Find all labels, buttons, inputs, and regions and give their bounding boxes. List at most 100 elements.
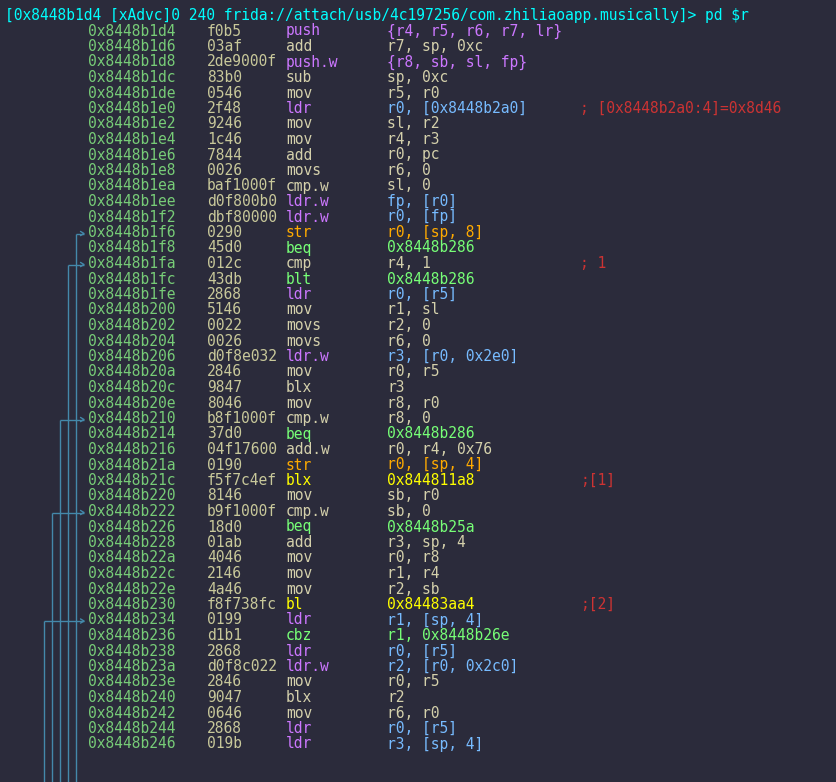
- Text: r2, sb: r2, sb: [386, 582, 439, 597]
- Text: add: add: [286, 535, 312, 550]
- Text: b9f1000f: b9f1000f: [206, 504, 277, 519]
- Text: 8046: 8046: [206, 396, 242, 411]
- Text: 0x8448b22c: 0x8448b22c: [88, 566, 176, 581]
- Text: fp, [r0]: fp, [r0]: [386, 194, 456, 209]
- Text: ldr: ldr: [286, 644, 312, 658]
- Text: 0x8448b286: 0x8448b286: [386, 271, 474, 286]
- Text: sb, 0: sb, 0: [386, 504, 431, 519]
- Text: r0, r4, 0x76: r0, r4, 0x76: [386, 442, 492, 457]
- Text: 45d0: 45d0: [206, 241, 242, 256]
- Text: sl, 0: sl, 0: [386, 178, 431, 193]
- Text: 0x8448b1e8: 0x8448b1e8: [88, 163, 176, 178]
- Text: 0x8448b1fe: 0x8448b1fe: [88, 287, 176, 302]
- Text: ldr: ldr: [286, 287, 312, 302]
- Text: mov: mov: [286, 85, 312, 101]
- Text: r3: r3: [386, 380, 404, 395]
- Text: beq: beq: [286, 519, 312, 535]
- Text: add: add: [286, 39, 312, 54]
- Text: blx: blx: [286, 690, 312, 705]
- Text: ldr.w: ldr.w: [286, 659, 329, 674]
- Text: ldr: ldr: [286, 612, 312, 627]
- Text: {r8, sb, sl, fp}: {r8, sb, sl, fp}: [386, 55, 527, 70]
- Text: r0, r5: r0, r5: [386, 364, 439, 379]
- Text: push: push: [286, 23, 321, 38]
- Text: 0026: 0026: [206, 163, 242, 178]
- Text: baf1000f: baf1000f: [206, 178, 277, 193]
- Text: 0199: 0199: [206, 612, 242, 627]
- Text: mov: mov: [286, 705, 312, 720]
- Text: 0x8448b20e: 0x8448b20e: [88, 396, 176, 411]
- Text: 0x8448b238: 0x8448b238: [88, 644, 176, 658]
- Text: add: add: [286, 148, 312, 163]
- Text: ldr.w: ldr.w: [286, 194, 329, 209]
- Text: d0f800b0: d0f800b0: [206, 194, 277, 209]
- Text: b8f1000f: b8f1000f: [206, 411, 277, 426]
- Text: 0x8448b1de: 0x8448b1de: [88, 85, 176, 101]
- Text: 0x8448b1e4: 0x8448b1e4: [88, 132, 176, 147]
- Text: 01ab: 01ab: [206, 535, 242, 550]
- Text: 0x8448b22e: 0x8448b22e: [88, 582, 176, 597]
- Text: 0x8448b21c: 0x8448b21c: [88, 473, 176, 488]
- Text: push.w: push.w: [286, 55, 338, 70]
- Text: 0x8448b1e6: 0x8448b1e6: [88, 148, 176, 163]
- Text: mov: mov: [286, 364, 312, 379]
- Text: 43db: 43db: [206, 271, 242, 286]
- Text: blt: blt: [286, 271, 312, 286]
- Text: r6, 0: r6, 0: [386, 333, 431, 349]
- Text: r7, sp, 0xc: r7, sp, 0xc: [386, 39, 482, 54]
- Text: blx: blx: [286, 473, 312, 488]
- Text: 019b: 019b: [206, 737, 242, 752]
- Text: r0, [r5]: r0, [r5]: [386, 287, 456, 302]
- Text: r0, [sp, 8]: r0, [sp, 8]: [386, 225, 482, 240]
- Text: r8, r0: r8, r0: [386, 396, 439, 411]
- Text: r0, [r5]: r0, [r5]: [386, 644, 456, 658]
- Text: dbf80000: dbf80000: [206, 210, 277, 224]
- Text: 0x844811a8: 0x844811a8: [386, 473, 474, 488]
- Text: 2868: 2868: [206, 287, 242, 302]
- Text: 0x8448b214: 0x8448b214: [88, 426, 176, 442]
- Text: r2, [r0, 0x2c0]: r2, [r0, 0x2c0]: [386, 659, 517, 674]
- Text: 0x8448b236: 0x8448b236: [88, 628, 176, 643]
- Text: bl: bl: [286, 597, 303, 612]
- Text: 2846: 2846: [206, 364, 242, 379]
- Text: ldr.w: ldr.w: [286, 210, 329, 224]
- Text: ldr: ldr: [286, 721, 312, 736]
- Text: str: str: [286, 457, 312, 472]
- Text: 0x8448b1f6: 0x8448b1f6: [88, 225, 176, 240]
- Text: 0x8448b1ee: 0x8448b1ee: [88, 194, 176, 209]
- Text: r1, 0x8448b26e: r1, 0x8448b26e: [386, 628, 509, 643]
- Text: r0, r5: r0, r5: [386, 675, 439, 690]
- Text: sub: sub: [286, 70, 312, 85]
- Text: 0x8448b226: 0x8448b226: [88, 519, 176, 535]
- Text: 0x84483aa4: 0x84483aa4: [386, 597, 474, 612]
- Text: 0022: 0022: [206, 318, 242, 333]
- Text: 0190: 0190: [206, 457, 242, 472]
- Text: 0x8448b222: 0x8448b222: [88, 504, 176, 519]
- Text: 0x8448b286: 0x8448b286: [386, 426, 474, 442]
- Text: 7844: 7844: [206, 148, 242, 163]
- Text: 0x8448b23e: 0x8448b23e: [88, 675, 176, 690]
- Text: sb, r0: sb, r0: [386, 489, 439, 504]
- Text: 03af: 03af: [206, 39, 242, 54]
- Text: mov: mov: [286, 551, 312, 565]
- Text: r6, r0: r6, r0: [386, 705, 439, 720]
- Text: f5f7c4ef: f5f7c4ef: [206, 473, 277, 488]
- Text: r8, 0: r8, 0: [386, 411, 431, 426]
- Text: cmp.w: cmp.w: [286, 504, 329, 519]
- Text: movs: movs: [286, 163, 321, 178]
- Text: sl, r2: sl, r2: [386, 117, 439, 131]
- Text: mov: mov: [286, 489, 312, 504]
- Text: 0x8448b216: 0x8448b216: [88, 442, 176, 457]
- Text: d0f8c022: d0f8c022: [206, 659, 277, 674]
- Text: 0x8448b206: 0x8448b206: [88, 349, 176, 364]
- Text: 0x8448b1e0: 0x8448b1e0: [88, 101, 176, 116]
- Text: cmp.w: cmp.w: [286, 178, 329, 193]
- Text: 0x8448b234: 0x8448b234: [88, 612, 176, 627]
- Text: r0, [sp, 4]: r0, [sp, 4]: [386, 457, 482, 472]
- Text: r0, r8: r0, r8: [386, 551, 439, 565]
- Text: mov: mov: [286, 132, 312, 147]
- Text: r5, r0: r5, r0: [386, 85, 439, 101]
- Text: [0x8448b1d4 [xAdvc]0 240 frida://attach/usb/4c197256/com.zhiliaoapp.musically]> : [0x8448b1d4 [xAdvc]0 240 frida://attach/…: [5, 8, 748, 23]
- Text: d1b1: d1b1: [206, 628, 242, 643]
- Text: 0x8448b20a: 0x8448b20a: [88, 364, 176, 379]
